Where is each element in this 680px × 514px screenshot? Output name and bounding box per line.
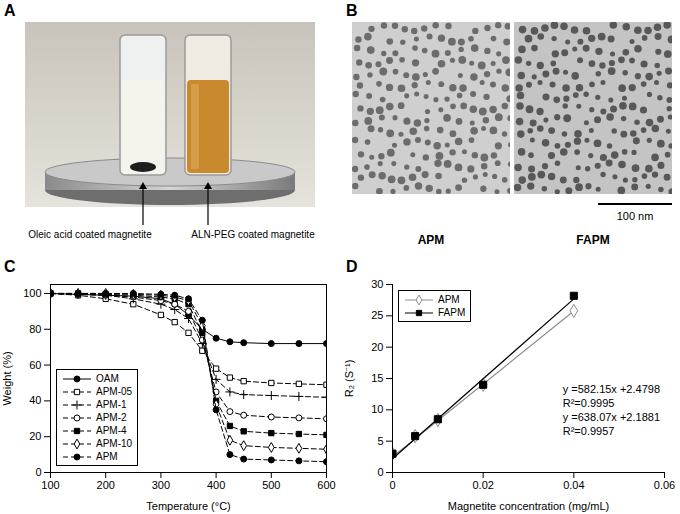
svg-text:600: 600 <box>317 479 335 491</box>
svg-text:60: 60 <box>29 359 41 371</box>
html-text:y =582.15x +2.4798: y =582.15x +2.4798 <box>562 383 660 395</box>
svg-text:Weight (%): Weight (%) <box>1 351 13 405</box>
svg-text:20: 20 <box>29 430 41 442</box>
svg-text:Temperature (°C): Temperature (°C) <box>146 500 230 512</box>
svg-text:25: 25 <box>371 309 383 321</box>
html-text:APM-10: APM-10 <box>96 438 133 449</box>
svg-text:0.06: 0.06 <box>654 479 675 491</box>
svg-text:300: 300 <box>152 479 170 491</box>
svg-text:100 nm: 100 nm <box>617 210 654 222</box>
html-text:APM-2: APM-2 <box>96 412 127 423</box>
svg-text:15: 15 <box>371 372 383 384</box>
svg-text:100: 100 <box>23 287 41 299</box>
html-text:APM-05: APM-05 <box>96 386 133 397</box>
html-text:APM: APM <box>96 451 118 462</box>
svg-text:FAPM: FAPM <box>576 233 609 247</box>
html-text:A: A <box>4 2 16 19</box>
svg-text:20: 20 <box>371 341 383 353</box>
html-text:D: D <box>346 258 358 275</box>
html-text:R²=0.9957: R²=0.9957 <box>562 425 615 437</box>
svg-text:200: 200 <box>97 479 115 491</box>
html-text:C: C <box>4 258 16 275</box>
svg-text:0: 0 <box>389 479 395 491</box>
svg-text:40: 40 <box>29 394 41 406</box>
svg-text:0: 0 <box>377 466 383 478</box>
svg-text:0.04: 0.04 <box>563 479 584 491</box>
svg-text:Magnetite concentration (mg/mL: Magnetite concentration (mg/mL) <box>448 500 609 512</box>
svg-text:ALN-PEG coated magnetite: ALN-PEG coated magnetite <box>191 229 315 240</box>
svg-text:400: 400 <box>207 479 225 491</box>
svg-text:500: 500 <box>262 479 280 491</box>
html-text:APM-1: APM-1 <box>96 399 127 410</box>
html-text:OAM: OAM <box>96 373 119 384</box>
svg-text:80: 80 <box>29 323 41 335</box>
svg-text:30: 30 <box>371 278 383 290</box>
html-text:APM-4: APM-4 <box>96 425 127 436</box>
svg-text:5: 5 <box>377 435 383 447</box>
html-text:R²=0.9995: R²=0.9995 <box>562 397 615 409</box>
svg-text:0: 0 <box>35 466 41 478</box>
svg-text:R₂ (S⁻¹): R₂ (S⁻¹) <box>343 360 355 398</box>
svg-text:Oleic acid coated magnetite: Oleic acid coated magnetite <box>28 229 152 240</box>
svg-text:0.02: 0.02 <box>472 479 493 491</box>
html-text:FAPM: FAPM <box>438 307 466 318</box>
html-text:B: B <box>346 2 358 19</box>
html-text:APM: APM <box>438 294 460 305</box>
svg-text:10: 10 <box>371 403 383 415</box>
html-text:y =638.07x +2.1881: y =638.07x +2.1881 <box>562 411 660 423</box>
svg-text:APM: APM <box>418 233 445 247</box>
svg-text:100: 100 <box>41 479 59 491</box>
